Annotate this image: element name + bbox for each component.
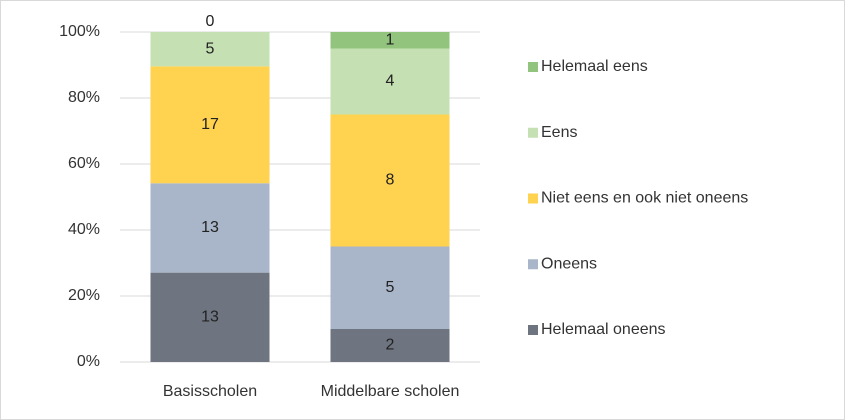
data-label: 0	[206, 13, 215, 30]
y-tick-label: 60%	[68, 155, 100, 172]
y-tick-label: 100%	[59, 23, 100, 40]
data-label: 4	[386, 73, 395, 90]
legend-swatch	[528, 127, 538, 138]
bar-segment	[330, 246, 450, 329]
bar-segment	[150, 183, 270, 273]
bar-segment	[150, 272, 270, 362]
legend-swatch	[528, 259, 538, 270]
bar-segment	[330, 32, 450, 49]
data-label: 13	[201, 219, 219, 236]
legend-label: Eens	[541, 124, 577, 141]
x-tick-label: Basisscholen	[163, 383, 257, 400]
data-label: 17	[201, 116, 219, 133]
data-label: 13	[201, 309, 219, 326]
data-label: 1	[386, 31, 395, 48]
bar-segment	[330, 329, 450, 362]
bar-segment	[330, 48, 450, 115]
data-label: 5	[206, 40, 215, 57]
legend-label: Helemaal eens	[541, 58, 648, 75]
bar-segment	[330, 114, 450, 247]
x-tick-label: Middelbare scholen	[321, 383, 460, 400]
legend-swatch	[528, 325, 538, 335]
data-label: 8	[386, 172, 395, 189]
y-tick-label: 40%	[68, 221, 100, 238]
y-tick-label: 20%	[68, 287, 100, 304]
legend-swatch	[528, 193, 538, 204]
bar-segment	[150, 32, 270, 67]
data-label: 5	[386, 279, 395, 296]
legend-label: Niet eens en ook niet oneens	[541, 190, 748, 207]
legend-swatch	[528, 62, 538, 72]
legend-label: Oneens	[541, 255, 597, 272]
bar-segment	[150, 66, 270, 184]
legend-label: Helemaal oneens	[541, 321, 666, 338]
y-tick-label: 80%	[68, 89, 100, 106]
data-label: 2	[386, 337, 395, 354]
y-tick-label: 0%	[77, 353, 100, 370]
